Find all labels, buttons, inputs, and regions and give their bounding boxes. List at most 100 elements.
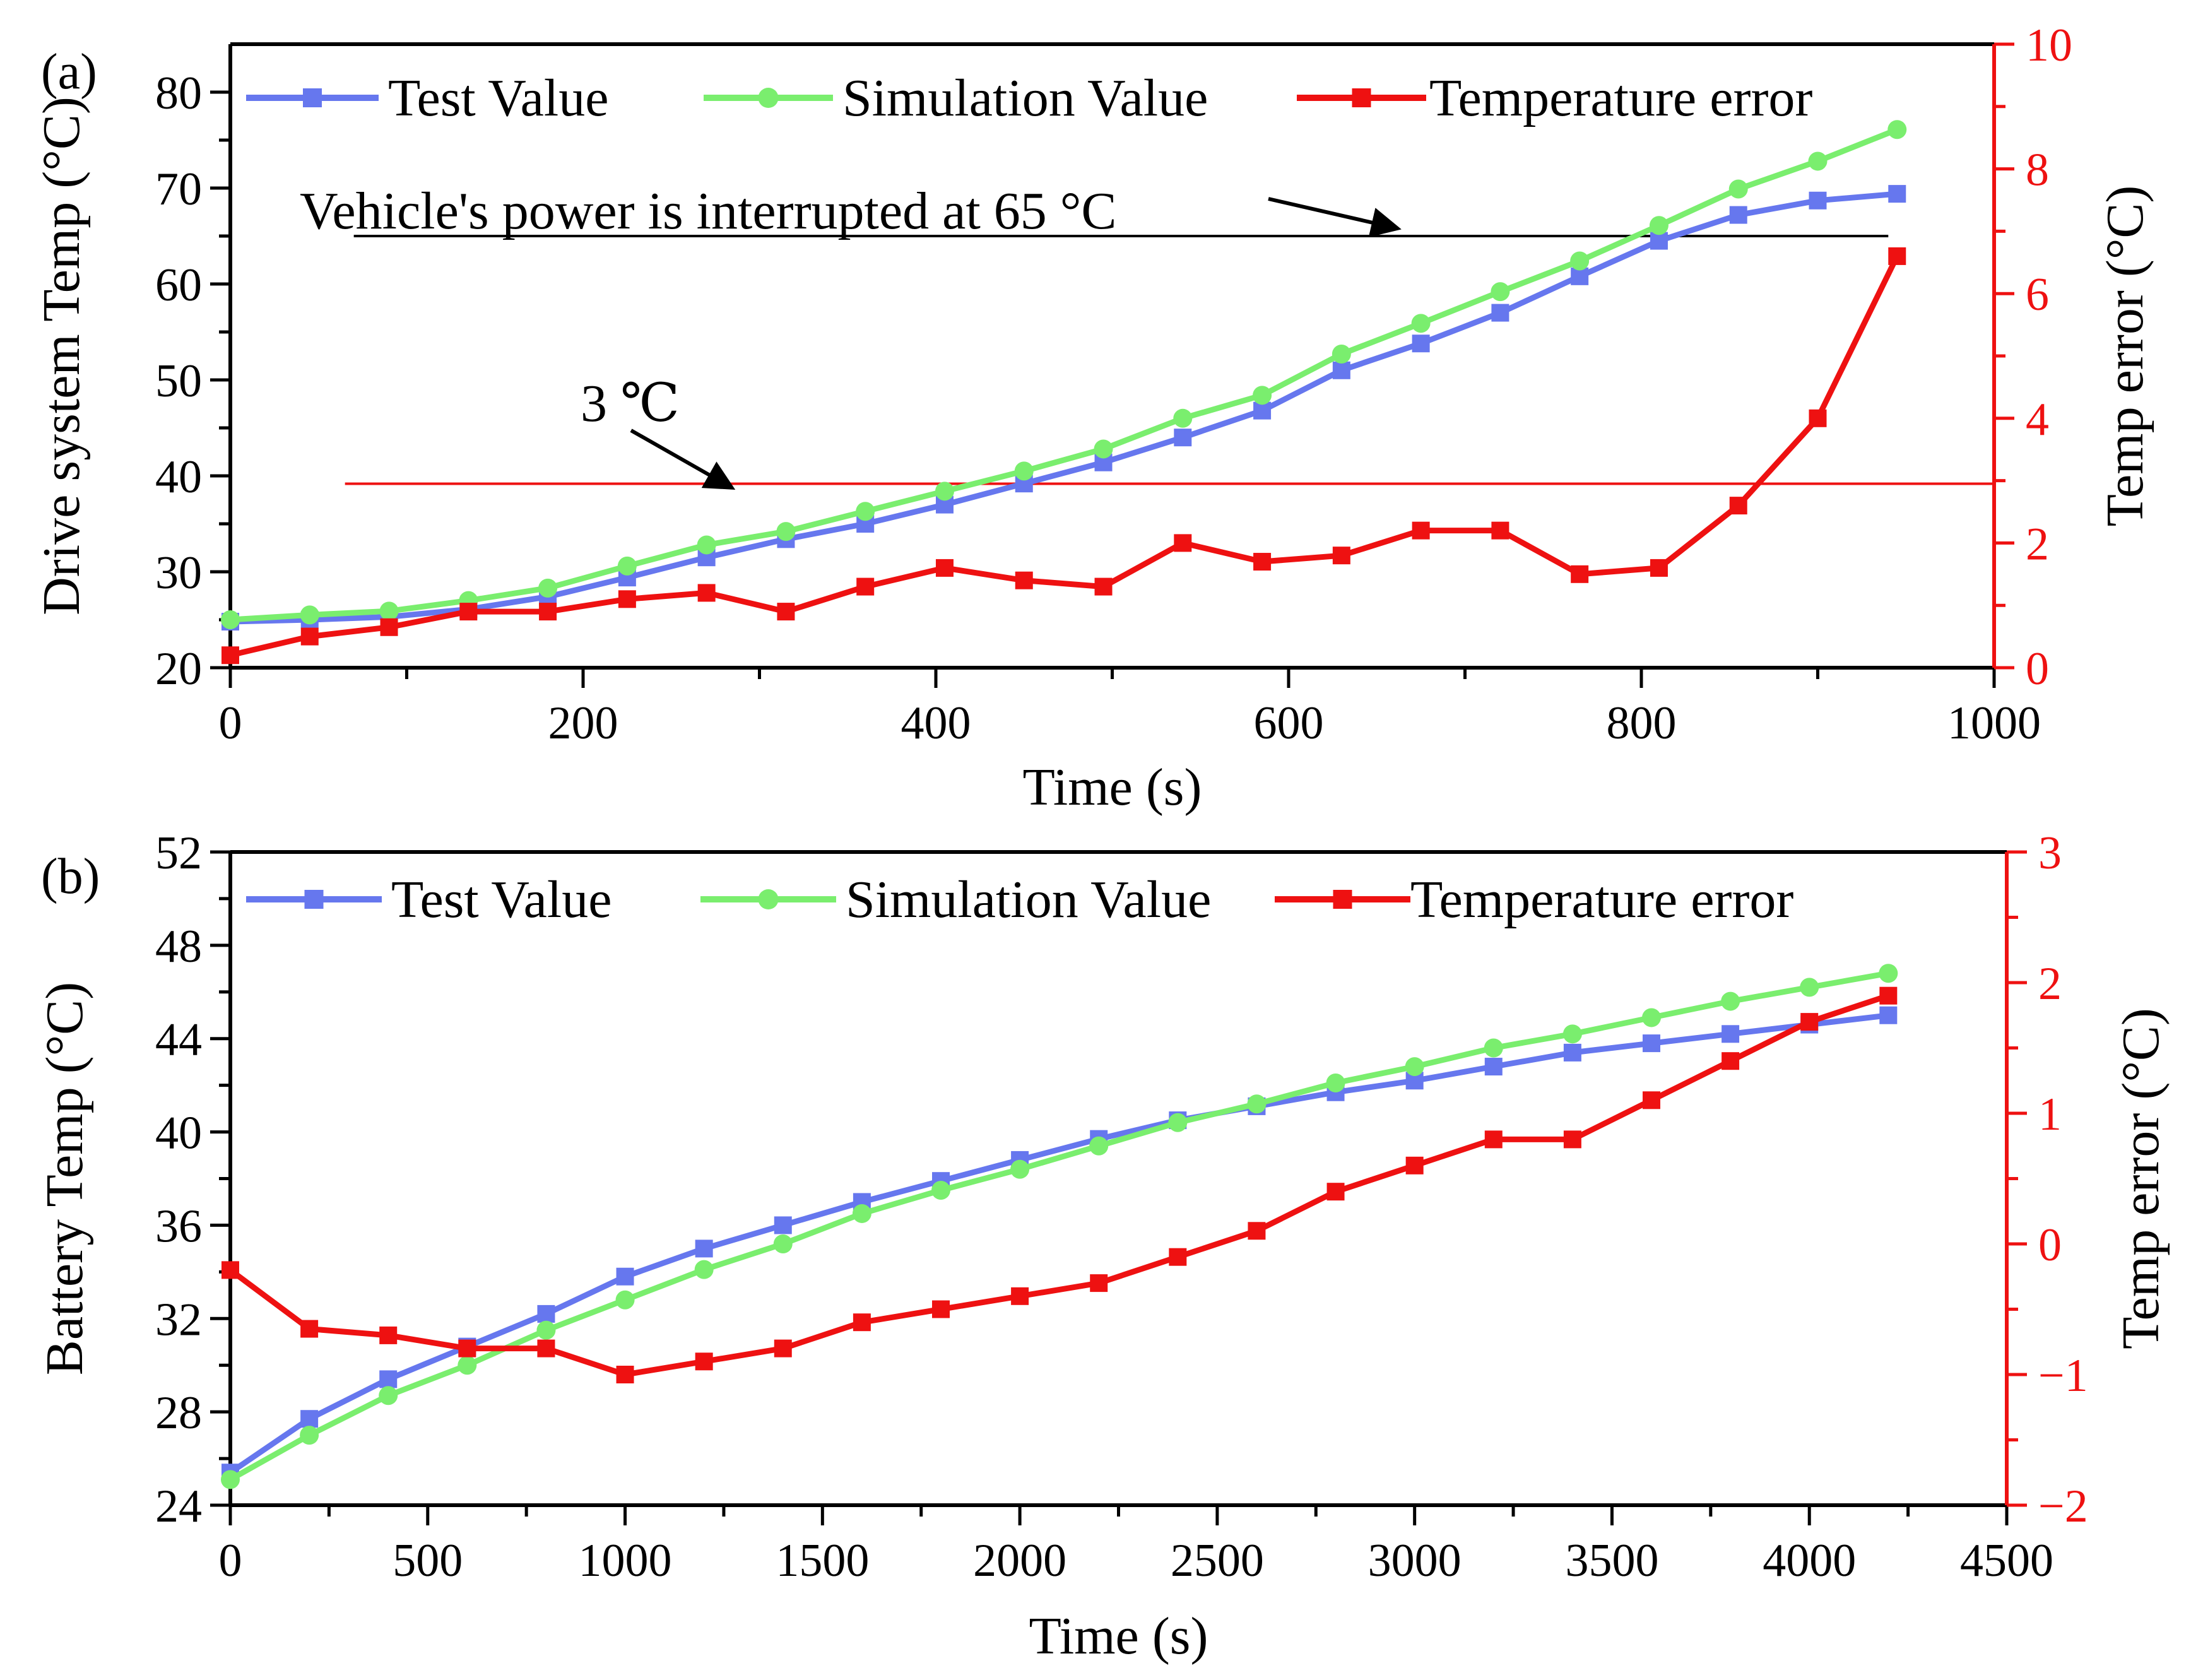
data-point	[1809, 191, 1827, 210]
data-point	[697, 584, 716, 602]
x-axis-title: Time (s)	[1029, 1607, 1208, 1665]
data-point	[773, 1234, 793, 1253]
data-point	[379, 1326, 398, 1344]
y-tick-label: 32	[155, 1294, 202, 1346]
y2-tick-label: 3	[2038, 827, 2062, 879]
data-point	[221, 1470, 240, 1489]
panel-label: (b)	[41, 849, 100, 904]
data-point	[379, 1370, 398, 1388]
x-tick-label: 600	[1254, 697, 1324, 749]
data-point	[1642, 1008, 1661, 1027]
x-tick-label: 3500	[1565, 1535, 1658, 1587]
annotation-arrow	[1268, 197, 1402, 238]
y2-tick-label: 0	[2038, 1219, 2062, 1271]
data-point	[379, 601, 399, 621]
legend-swatch-marker	[758, 88, 779, 108]
data-point	[1643, 1034, 1660, 1053]
data-point	[1888, 185, 1906, 203]
y2-axis-title: Temp error (°C)	[2096, 186, 2154, 527]
data-point	[1484, 1130, 1503, 1149]
y-tick-label: 30	[155, 547, 202, 599]
data-point	[1326, 1183, 1345, 1201]
data-point	[300, 605, 319, 625]
y2-tick-label: 8	[2026, 145, 2049, 196]
y-tick-label: 48	[155, 921, 202, 973]
data-point	[300, 1426, 319, 1445]
data-point	[1412, 521, 1430, 540]
x-tick-label: 4000	[1763, 1535, 1856, 1587]
data-point	[932, 1300, 950, 1318]
y-tick-label: 28	[155, 1387, 202, 1439]
data-point	[931, 1180, 950, 1200]
x-tick-label: 1500	[776, 1535, 869, 1587]
data-point	[1879, 964, 1898, 983]
data-point	[615, 1290, 635, 1310]
data-point	[300, 1410, 319, 1428]
y-tick-label: 52	[155, 827, 202, 879]
data-point	[616, 1366, 634, 1383]
data-point	[1094, 439, 1113, 459]
data-point	[300, 627, 319, 646]
data-point	[536, 1320, 556, 1340]
data-point	[1332, 344, 1351, 364]
data-point	[459, 603, 478, 621]
data-point	[1643, 1091, 1660, 1109]
data-point	[1491, 304, 1509, 322]
data-point	[1173, 408, 1193, 428]
data-point	[1722, 1052, 1740, 1070]
data-point	[1253, 386, 1272, 405]
data-point	[1879, 1006, 1898, 1024]
data-point	[695, 1239, 713, 1258]
data-point	[1800, 978, 1819, 997]
data-point	[695, 1352, 713, 1371]
y-tick-label: 20	[155, 643, 202, 695]
y2-tick-label: 6	[2026, 269, 2049, 321]
series-line-2	[228, 993, 1889, 1378]
data-point	[380, 618, 398, 636]
data-point	[1563, 1043, 1581, 1062]
data-point	[1491, 521, 1509, 540]
data-point	[618, 590, 636, 608]
panel-a: 0 200 400 600 800 1000203040506070800246810Ti…	[32, 20, 2154, 817]
y2-tick-label: 1	[2038, 1089, 2062, 1140]
series-line-0	[228, 1012, 1889, 1476]
legend-swatch-marker	[303, 88, 322, 107]
data-point	[1484, 1038, 1503, 1058]
y-axis-title: Battery Temp (°C)	[35, 982, 94, 1375]
data-point	[776, 522, 796, 541]
data-point	[1090, 1274, 1108, 1293]
data-point	[856, 577, 875, 596]
y-tick-label: 40	[155, 451, 202, 503]
data-point	[1326, 1073, 1345, 1092]
y-tick-label: 60	[155, 259, 202, 311]
x-tick-label: 3000	[1368, 1535, 1462, 1587]
legend-label: Test Value	[391, 870, 612, 929]
legend-swatch-marker	[304, 890, 324, 909]
data-point	[1809, 409, 1827, 427]
legend-swatch-marker	[758, 889, 779, 909]
y-tick-label: 40	[155, 1108, 202, 1159]
data-point	[1174, 534, 1192, 552]
data-point	[221, 1261, 239, 1279]
data-point	[1168, 1113, 1188, 1132]
y2-tick-label: 2	[2038, 958, 2062, 1010]
data-point	[1491, 282, 1510, 302]
y-tick-label: 50	[155, 355, 202, 407]
y2-tick-label: 4	[2026, 394, 2049, 446]
data-point	[1094, 577, 1113, 596]
data-point	[1014, 461, 1034, 481]
legend-label: Simulation Value	[842, 69, 1208, 127]
legend-swatch-marker	[1333, 890, 1352, 909]
data-point	[1169, 1248, 1187, 1266]
data-point	[694, 1260, 714, 1279]
y2-tick-label: −2	[2038, 1481, 2088, 1532]
data-point	[458, 1356, 477, 1375]
data-point	[617, 556, 637, 576]
x-tick-label: 1000	[579, 1535, 672, 1587]
data-point	[935, 482, 954, 501]
data-point	[1722, 1025, 1740, 1043]
data-point	[935, 559, 954, 577]
series-line-0	[230, 191, 1898, 625]
data-point	[221, 610, 240, 629]
